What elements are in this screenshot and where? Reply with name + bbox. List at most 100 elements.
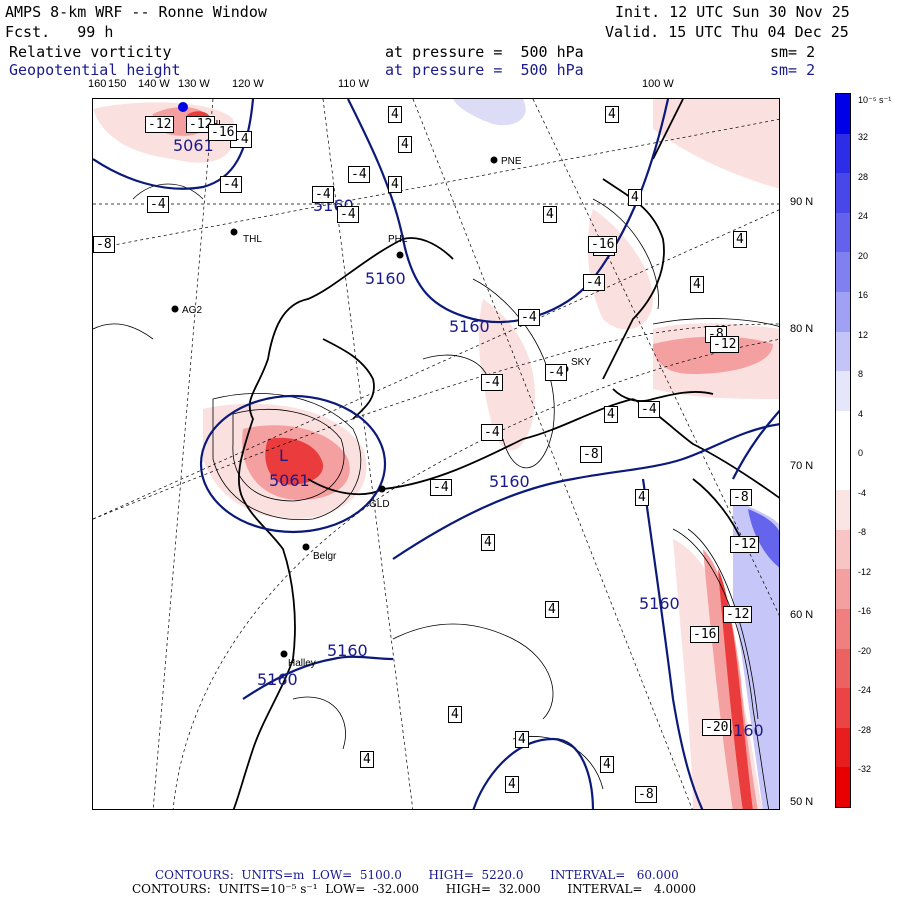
neg-vorticity-area-north — [453, 99, 526, 126]
height-labels: 5160 5160 5160 5160 5160 5160 5160 5160 … — [173, 136, 764, 740]
lat-label-70: 70 N — [790, 460, 814, 472]
vorticity-contour-label: 4 — [388, 176, 402, 193]
forecast-hour: Fcst. 99 h — [5, 23, 114, 41]
station-dot-gld — [378, 485, 386, 493]
vorticity-contour-label: 4 — [543, 206, 557, 223]
colorbar-tick-label: -16 — [858, 606, 872, 616]
height-label-5: 5160 — [639, 594, 680, 613]
colorbar-segment — [836, 608, 850, 650]
vorticity-contour-label: -8 — [93, 236, 115, 253]
colorbar-segment — [836, 529, 850, 570]
height-label-4: 5160 — [489, 472, 530, 491]
vorticity-contour-label: 4 — [388, 106, 402, 123]
vorticity-contour-label: 4 — [628, 189, 642, 206]
colorbar-segment — [836, 94, 850, 135]
colorbar-tick-label: 24 — [858, 211, 869, 221]
colorbar-tick-label: -4 — [858, 487, 867, 498]
colorbar-tick-label: 28 — [858, 171, 869, 182]
colorbar-tick-label: 4 — [858, 408, 864, 419]
vorticity-contour-label: 4 — [605, 106, 619, 123]
low-marker: L — [279, 446, 288, 465]
lon-label-100: 100 W — [642, 78, 674, 90]
pole-marker — [178, 102, 188, 112]
station-dot-phl — [396, 251, 404, 259]
lon-label-110: 110 W — [338, 78, 369, 90]
lon-label-130: 130 W — [178, 78, 210, 90]
colorbar-tick-label: 0 — [858, 448, 864, 458]
height-label-7: 5160 — [257, 670, 298, 689]
station-dot-halley — [280, 650, 288, 658]
vorticity-contour-label: -12 — [730, 536, 760, 553]
graticule — [93, 99, 779, 809]
colorbar-segment — [836, 450, 850, 491]
height-contour-5220-south — [472, 737, 595, 809]
vorticity-contour-label: -4 — [430, 479, 452, 496]
field2-smoothing: sm= 2 — [770, 61, 816, 79]
height-label-nw: 5061 — [173, 136, 214, 155]
height-label-low: 5061 — [269, 471, 310, 490]
vorticity-contour-label: -8 — [635, 786, 657, 803]
vorticity-contour-label: 4 — [398, 136, 412, 153]
vorticity-contour-label: -4 — [312, 186, 334, 203]
colorbar-segment — [836, 371, 850, 412]
vorticity-contour-label: 4 — [505, 776, 519, 793]
valid-time: Valid. 15 UTC Thu 04 Dec 25 — [605, 23, 849, 41]
colorbar — [835, 93, 851, 808]
init-time: Init. 12 UTC Sun 30 Nov 25 — [615, 3, 850, 21]
vorticity-contour-label: -4 — [481, 424, 503, 441]
vorticity-contour-label: 4 — [600, 756, 614, 773]
station-label-ag2: AG2 — [182, 305, 202, 316]
height-contour-5160-ne — [732, 409, 779, 480]
vorticity-contour-label: -4 — [147, 196, 169, 213]
pos-vorticity-core-areas — [185, 111, 753, 809]
colorbar-tick-label: 12 — [858, 329, 869, 340]
vorticity-contour-label: 4 — [481, 534, 495, 551]
map-canvas: PNE PHL THL AG2 SKY GLD Belgr Halley HL … — [93, 99, 779, 809]
colorbar-unit: 10⁻⁵ s⁻¹ — [858, 95, 892, 105]
neg-vorticity-core-east — [748, 509, 779, 568]
vorticity-contour-label: -4 — [583, 274, 605, 291]
vorticity-contour-label: -4 — [481, 374, 503, 391]
field1-name: Relative vorticity — [9, 43, 172, 61]
lat-label-50: 50 N — [790, 796, 814, 808]
colorbar-tick-label: 8 — [858, 369, 864, 379]
height-label-6: 5160 — [327, 641, 368, 660]
colorbar-segment — [836, 292, 850, 333]
station-label-phl: PHL — [388, 234, 408, 245]
vorticity-contour-label: -12 — [145, 116, 175, 133]
height-contour-5160-east — [641, 478, 704, 809]
height-label-8: 5160 — [723, 721, 764, 740]
colorbar-tick-label: 20 — [858, 250, 869, 261]
vorticity-contour-label: -16 — [208, 124, 238, 141]
colorbar-segment — [836, 212, 850, 253]
station-label-halley: Halley — [288, 658, 316, 669]
vorticity-contour-label: 4 — [635, 489, 649, 506]
vorticity-contour-label: -12 — [710, 336, 740, 353]
vorticity-contour-label: -4 — [348, 166, 370, 183]
colorbar-segment — [836, 727, 850, 768]
colorbar-segment — [836, 331, 850, 372]
station-markers: PNE PHL THL AG2 SKY GLD Belgr Halley HL — [171, 102, 591, 669]
vorticity-contour-label: 4 — [448, 706, 462, 723]
height-contour-low-center — [199, 394, 387, 534]
height-label-3: 5160 — [449, 317, 490, 336]
station-dot-pne — [490, 156, 498, 164]
lon-label-120: 120 W — [232, 78, 264, 90]
lat-label-60: 60 N — [790, 609, 814, 621]
vorticity-contour-label: -4 — [638, 401, 660, 418]
footer-height-contours: CONTOURS: UNITS=m LOW= 5100.0 HIGH= 5220… — [155, 868, 679, 882]
model-title: AMPS 8-km WRF -- Ronne Window — [5, 3, 267, 21]
colorbar-segment — [836, 767, 850, 808]
footer-vorticity-contours: CONTOURS: UNITS=10⁻⁵ s⁻¹ LOW= -32.000 HI… — [132, 882, 696, 896]
vorticity-contour-label: -12 — [723, 606, 753, 623]
lat-label-80: 80 N — [790, 323, 814, 335]
field1-smoothing: sm= 2 — [770, 43, 816, 61]
lon-label-140: 140 W — [138, 78, 170, 90]
colorbar-tick-label: -12 — [858, 566, 872, 577]
colorbar-tick-label: -8 — [858, 527, 867, 537]
station-label-belgr: Belgr — [313, 551, 337, 562]
field2-name: Geopotential height — [9, 61, 181, 79]
colorbar-segment — [836, 688, 850, 729]
vorticity-contour-label: 4 — [604, 406, 618, 423]
station-dot-belgr — [302, 543, 310, 551]
